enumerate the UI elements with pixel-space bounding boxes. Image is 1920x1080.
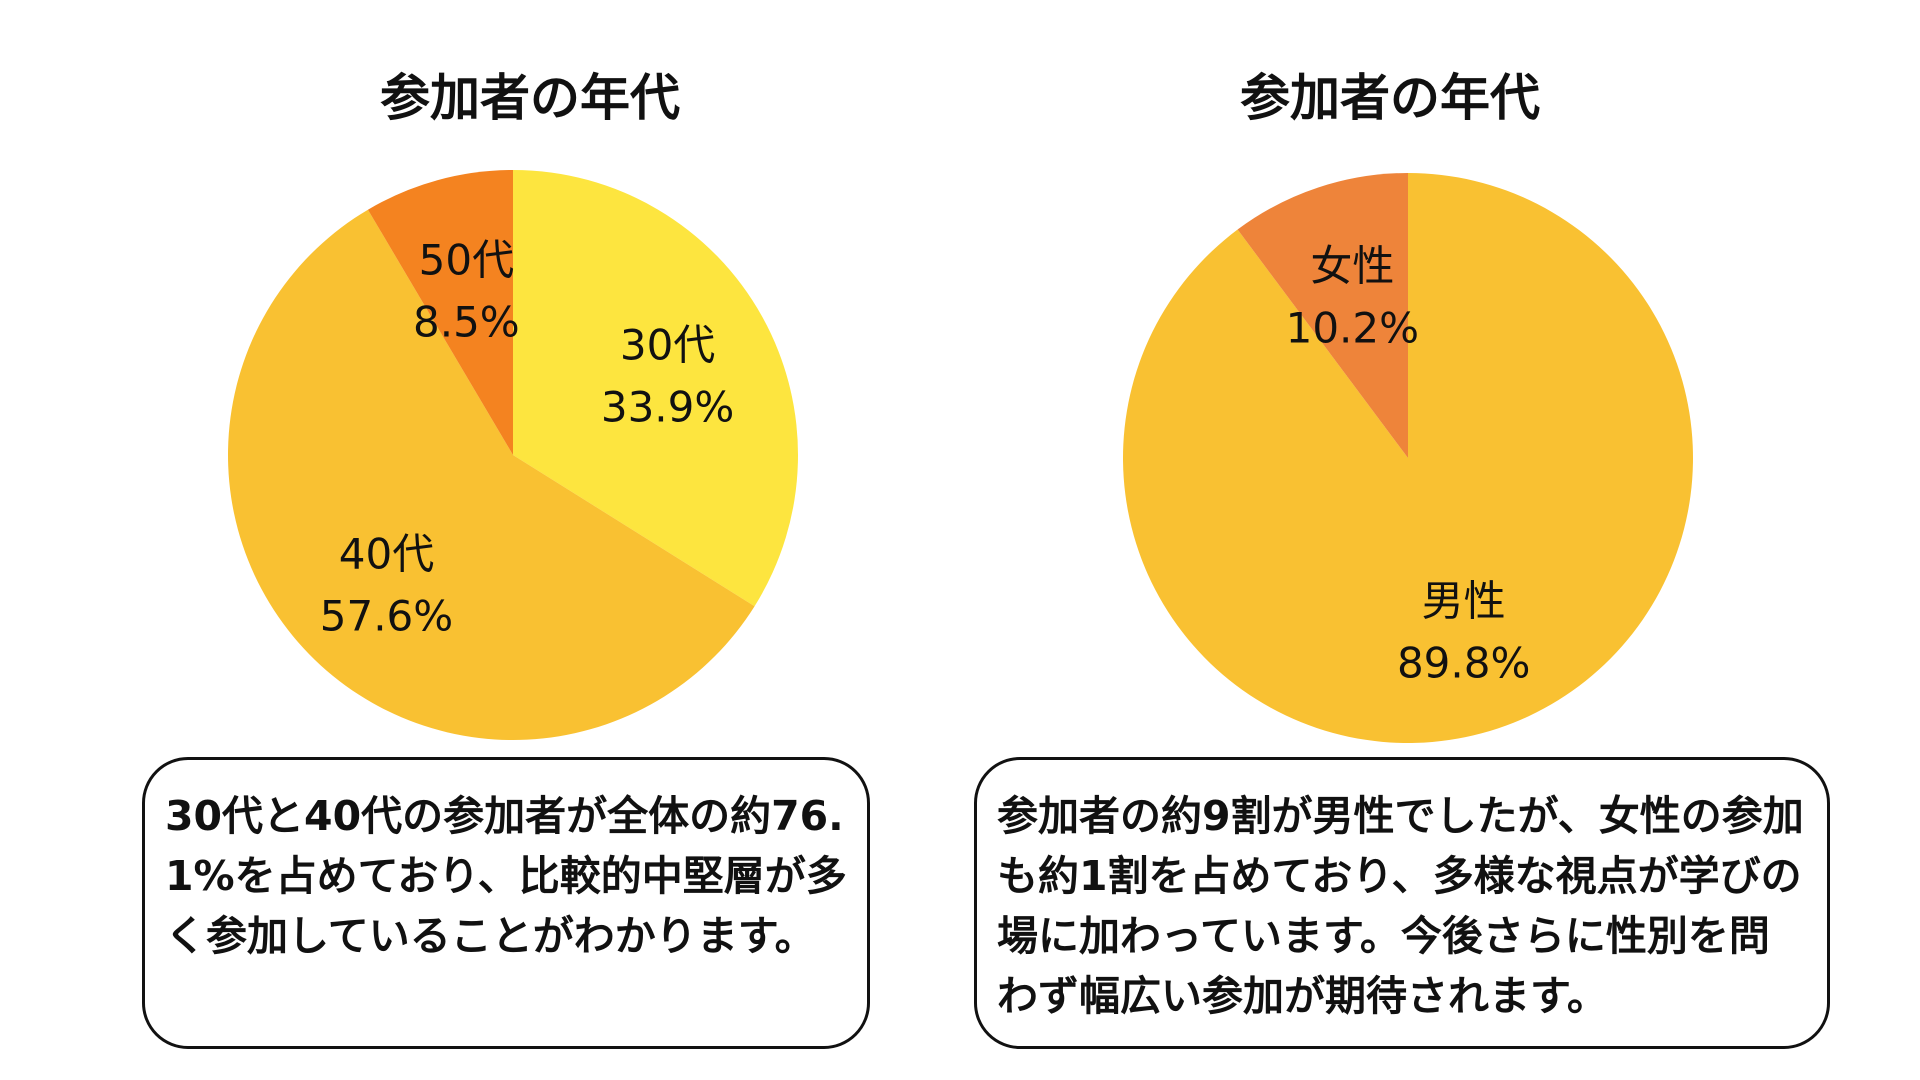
- gender-slice-label-1: 女性: [1310, 241, 1394, 290]
- age-chart-title: 参加者の年代: [380, 69, 680, 127]
- age-pie-chart: 30代 33.9% 40代 57.6% 50代 8.5%: [228, 170, 798, 740]
- gender-slice-value-1: 10.2%: [1286, 303, 1419, 352]
- gender-summary-box: 参加者の約9割が男性でしたが、女性の参加も約1割を占めており、多様な視点が学びの…: [974, 757, 1830, 1049]
- age-slice-label-1: 40代: [339, 529, 434, 578]
- age-slice-value-2: 8.5%: [413, 298, 520, 347]
- gender-pie-chart: 男性 89.8% 女性 10.2%: [1123, 173, 1693, 743]
- age-slice-label-0: 30代: [620, 320, 715, 369]
- gender-slice-value-0: 89.8%: [1397, 639, 1530, 688]
- age-slice-value-1: 57.6%: [320, 591, 453, 640]
- age-slice-value-0: 33.9%: [601, 382, 734, 431]
- age-slice-2: [367, 170, 513, 455]
- gender-slice-label-0: 男性: [1422, 577, 1506, 626]
- gender-summary-text: 参加者の約9割が男性でしたが、女性の参加も約1割を占めており、多様な視点が学びの…: [997, 792, 1804, 1020]
- gender-chart-title: 参加者の年代: [1240, 69, 1540, 127]
- age-slice-label-2: 50代: [419, 236, 514, 285]
- age-chart-panel: 参加者の年代 30代 33.9% 40代 57.6% 50代 8.5% 30代と40代の参…: [80, 0, 980, 1080]
- age-slice-0: [513, 170, 798, 607]
- age-summary-box: 30代と40代の参加者が全体の約76.1%を占めており、比較的中堅層が多く参加し…: [142, 757, 870, 1049]
- gender-slice-1: [1237, 173, 1408, 458]
- age-slice-1: [228, 209, 755, 740]
- gender-chart-panel: 参加者の年代 男性 89.8% 女性 10.2% 参加者の約9割が男性でしたが、女性の…: [940, 0, 1840, 1080]
- age-summary-text: 30代と40代の参加者が全体の約76.1%を占めており、比較的中堅層が多く参加し…: [165, 792, 847, 960]
